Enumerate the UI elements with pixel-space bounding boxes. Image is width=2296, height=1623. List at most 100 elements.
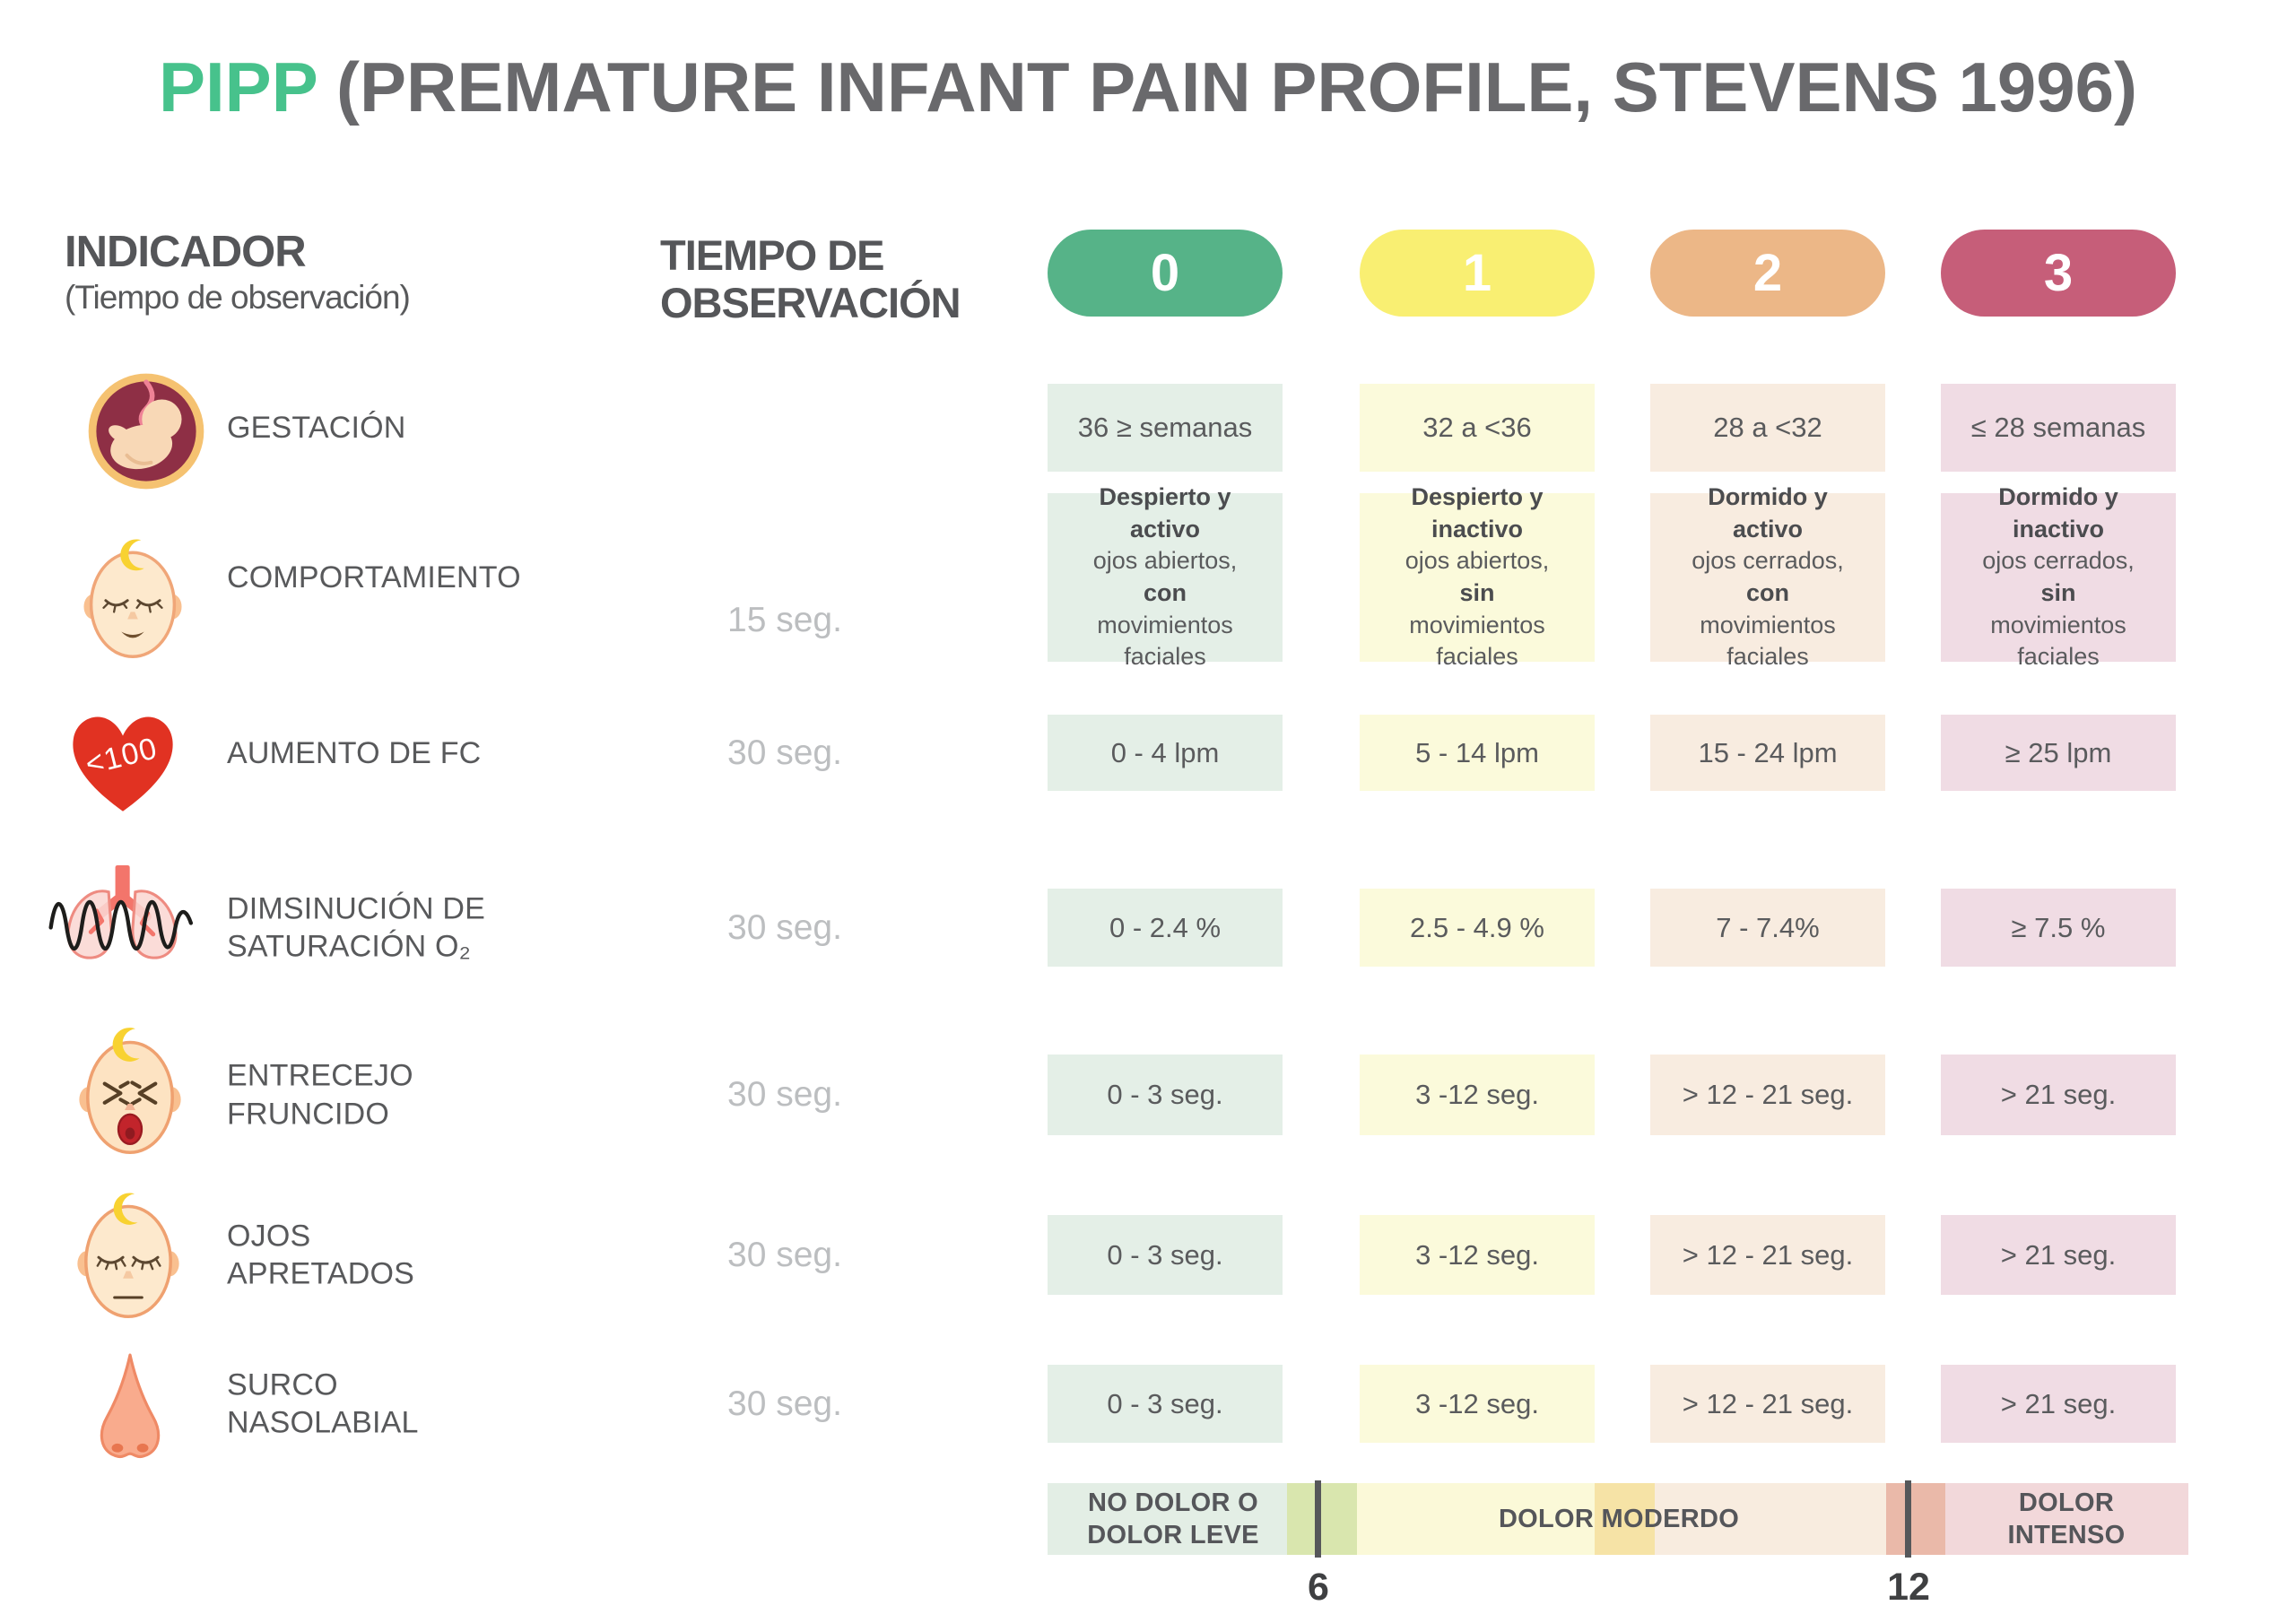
cell-text-line: faciales	[1726, 643, 1809, 671]
fetus-icon	[86, 371, 206, 491]
cell-text-line: sin	[1459, 579, 1495, 606]
cell-text-line: activo	[1732, 515, 1804, 542]
nose-icon	[88, 1350, 172, 1465]
row-observation-time: 15 seg.	[727, 601, 842, 639]
scale-tick-6	[1315, 1480, 1321, 1558]
cell-text-line: > 21 seg.	[2000, 1238, 2117, 1271]
indicator-header-label: INDICADOR	[65, 228, 307, 276]
cell-text-line: sin	[2040, 579, 2076, 606]
score-cell: > 12 - 21 seg.	[1650, 1215, 1885, 1295]
cell-text-line: 0 - 2.4 %	[1109, 911, 1222, 943]
score-cell: Dormido y inactivo ojos cerrados, sin movimi…	[1941, 483, 2176, 670]
row-label: AUMENTO DE FC	[227, 735, 482, 770]
score-pill-2: 2	[1650, 230, 1885, 317]
cell-text-line: > 21 seg.	[2000, 1079, 2117, 1110]
cell-text-line: faciales	[1436, 643, 1518, 671]
cell-text-line: ≥ 25 lpm	[2005, 736, 2112, 768]
cell-text-line: inactivo	[2012, 515, 2105, 542]
cell-text-line: movimientos	[1700, 611, 1836, 638]
cell-text-line: 5 - 14 lpm	[1415, 736, 1539, 768]
pain-scale-segment-1	[1287, 1483, 1357, 1555]
cell-text-line: con	[1143, 579, 1187, 606]
score-cell: ≥ 7.5 %	[1941, 889, 2176, 967]
cell-text-line: inactivo	[1431, 515, 1524, 542]
score-cell: > 12 - 21 seg.	[1650, 1055, 1885, 1135]
row-label: GESTACIÓN	[227, 410, 406, 445]
score-cell: 36 ≥ semanas	[1048, 384, 1283, 472]
score-cell: Dormido y activo ojos cerrados, con movimien…	[1650, 483, 1885, 670]
score-cell: 0 - 4 lpm	[1048, 715, 1283, 791]
cell-text-line: ≤ 28 semanas	[1970, 412, 2146, 443]
scale-tick-value-6: 6	[1308, 1566, 1329, 1609]
score-cell: Despierto y inactivo ojos abiertos, sin movi…	[1360, 483, 1595, 670]
score-cell: 0 - 3 seg.	[1048, 1055, 1283, 1135]
pain-scale-bar: NO DOLOR O DOLOR LEVE DOLOR MODERDO DOLO…	[1048, 1480, 2188, 1609]
pain-scale-segment-4	[1655, 1483, 1886, 1555]
score-pill-1: 1	[1360, 230, 1595, 317]
cell-text-line: 0 - 3 seg.	[1107, 1238, 1223, 1271]
row-label: DIMSINUCIÓN DE SATURACIÓN O₂	[227, 891, 486, 964]
score-cell: ≤ 28 semanas	[1941, 384, 2176, 472]
pain-scale-segment-6	[1945, 1483, 2188, 1555]
lungs-icon	[45, 861, 199, 972]
scale-tick-value-12: 12	[1887, 1566, 1930, 1609]
row-observation-time: 30 seg.	[727, 733, 842, 772]
row-observation-time: 30 seg.	[727, 1384, 842, 1423]
cell-text-line: 3 -12 seg.	[1415, 1079, 1539, 1110]
cell-text-line: 32 a <36	[1422, 412, 1532, 443]
page-title-rest: (PREMATURE INFANT PAIN PROFILE, STEVENS …	[317, 48, 2138, 126]
score-cell: 7 - 7.4%	[1650, 889, 1885, 967]
heart-icon: <100	[61, 700, 185, 819]
cell-text-line: ojos cerrados,	[1692, 547, 1844, 575]
cell-text-line: 0 - 4 lpm	[1110, 736, 1220, 768]
score-cell: 32 a <36	[1360, 384, 1595, 472]
cell-text-line: activo	[1129, 515, 1201, 542]
row-label: ENTRECEJO FRUNCIDO	[227, 1058, 413, 1132]
sleeping-baby-icon	[81, 535, 185, 664]
pain-scale-segment-2	[1357, 1483, 1595, 1555]
score-pill-3: 3	[1941, 230, 2176, 317]
cell-text-line: Dormido y	[1998, 483, 2118, 511]
cell-text-line: 0 - 3 seg.	[1107, 1387, 1223, 1419]
row-label: COMPORTAMIENTO	[227, 560, 521, 595]
score-cell: 0 - 2.4 %	[1048, 889, 1283, 967]
cell-text-line: Despierto y	[1099, 483, 1231, 511]
cell-text-line: movimientos	[1990, 611, 2126, 638]
zone-label-no-pain: NO DOLOR O DOLOR LEVE	[1087, 1488, 1259, 1549]
zone-label-intense-pain: DOLOR INTENSO	[2007, 1488, 2126, 1549]
row-observation-time: 30 seg.	[727, 1235, 842, 1274]
score-cell: > 21 seg.	[1941, 1215, 2176, 1295]
cell-text-line: > 21 seg.	[2000, 1387, 2117, 1419]
cell-text-line: 3 -12 seg.	[1415, 1238, 1539, 1271]
pain-scale-segment-3	[1595, 1483, 1655, 1555]
cell-text-line: ojos abiertos,	[1405, 547, 1550, 575]
cell-text-line: movimientos	[1409, 611, 1545, 638]
score-cell: 28 a <32	[1650, 384, 1885, 472]
score-cell: > 21 seg.	[1941, 1055, 2176, 1135]
cell-text-line: 0 - 3 seg.	[1107, 1079, 1223, 1110]
zone-label-moderate-pain: DOLOR MODERDO	[1498, 1504, 1740, 1533]
score-cell: 15 - 24 lpm	[1650, 715, 1885, 791]
score-cell: 3 -12 seg.	[1360, 1365, 1595, 1443]
cell-text-line: faciales	[1124, 643, 1206, 671]
score-cell: 0 - 3 seg.	[1048, 1215, 1283, 1295]
cell-text-line: 28 a <32	[1713, 412, 1822, 443]
indicator-header-sublabel: (Tiempo de observación)	[65, 279, 411, 317]
score-cell: Despierto y activo ojos abiertos, con movimi…	[1048, 483, 1283, 670]
cell-text-line: ≥ 7.5 %	[2011, 911, 2106, 943]
page-title: PIPP (PREMATURE INFANT PAIN PROFILE, STE…	[0, 47, 2296, 128]
cell-text-line: 2.5 - 4.9 %	[1410, 911, 1544, 943]
cell-text-line: ojos abiertos,	[1092, 547, 1238, 575]
scale-tick-12	[1905, 1480, 1911, 1558]
score-pill-0: 0	[1048, 230, 1283, 317]
cell-text-line: ojos cerrados,	[1982, 547, 2135, 575]
row-label: OJOS APRETADOS	[227, 1219, 414, 1291]
cell-text-line: > 12 - 21 seg.	[1682, 1079, 1854, 1110]
cell-text-line: > 12 - 21 seg.	[1682, 1387, 1854, 1419]
score-cell: > 12 - 21 seg.	[1650, 1365, 1885, 1443]
score-cell: 2.5 - 4.9 %	[1360, 889, 1595, 967]
score-cell: ≥ 25 lpm	[1941, 715, 2176, 791]
cell-text-line: faciales	[2017, 643, 2100, 671]
score-cell: 0 - 3 seg.	[1048, 1365, 1283, 1443]
cell-text-line: 3 -12 seg.	[1415, 1387, 1539, 1419]
